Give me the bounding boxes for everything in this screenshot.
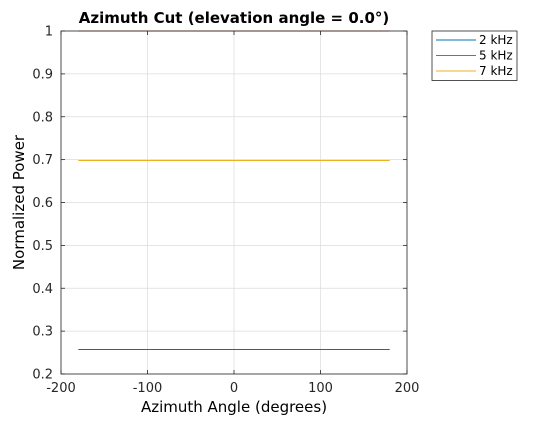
y-tick-label: 0.8 (32, 110, 53, 125)
y-axis-label: Normalized Power (10, 134, 28, 270)
x-tick-label: 200 (395, 381, 420, 396)
chart-title: Azimuth Cut (elevation angle = 0.0°) (79, 9, 390, 27)
y-tick-label: 0.9 (32, 67, 53, 82)
legend-entry-label: 5 kHz (479, 49, 513, 63)
x-tick-label: 100 (308, 381, 333, 396)
x-tick-label: -100 (133, 381, 163, 396)
legend-entry-label: 7 kHz (479, 64, 513, 78)
y-tick-label: 0.4 (32, 282, 53, 297)
y-tick-label: 0.5 (32, 239, 53, 254)
y-tick-label: 1 (45, 25, 53, 40)
y-tick-label: 0.6 (32, 196, 53, 211)
x-tick-label: 0 (230, 381, 238, 396)
y-tick-label: 0.7 (32, 153, 53, 168)
axis-ticks: -200 -100 0 100 200 0.2 0.3 0.4 0.5 0.6 0.7 0.8 0.9 1 (32, 25, 419, 397)
x-axis-label: Azimuth Angle (degrees) (141, 398, 327, 416)
y-tick-label: 0.2 (32, 368, 53, 383)
legend-entry-label: 2 kHz (479, 33, 513, 47)
y-tick-label: 0.3 (32, 325, 53, 340)
x-tick-label: -200 (46, 381, 76, 396)
